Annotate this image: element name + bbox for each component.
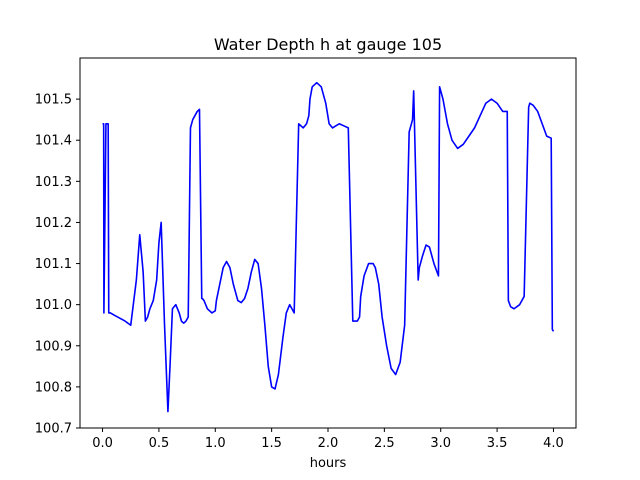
y-tick-label: 100.7 — [35, 422, 72, 437]
x-tick-label: 2.5 — [374, 436, 395, 451]
x-tick-label: 3.5 — [487, 436, 508, 451]
y-tick-label: 101.0 — [35, 298, 72, 313]
x-tick-label: 2.0 — [318, 436, 339, 451]
x-tick-label: 4.0 — [543, 436, 564, 451]
x-axis-label: hours — [310, 456, 347, 471]
x-tick-label: 1.5 — [261, 436, 282, 451]
y-axis: 100.7 100.8 100.9 101.0 101.1 101.2 101.3 101.4… — [35, 93, 80, 437]
chart-title: Water Depth h at gauge 105 — [214, 35, 442, 54]
y-tick-label: 101.2 — [35, 216, 72, 231]
y-tick-label: 101.1 — [35, 257, 72, 272]
y-tick-label: 100.9 — [35, 339, 72, 354]
x-tick-label: 3.0 — [430, 436, 451, 451]
x-tick-label: 0.5 — [149, 436, 170, 451]
y-tick-label: 101.5 — [35, 93, 72, 108]
plot-lines — [102, 81, 555, 413]
y-tick-label: 101.4 — [35, 134, 72, 149]
y-tick-label: 101.3 — [35, 175, 72, 190]
y-tick-label: 100.8 — [35, 380, 72, 395]
series-line-1 — [102, 81, 555, 413]
x-tick-label: 0.0 — [92, 436, 113, 451]
x-axis: 0.0 0.5 1.0 1.5 2.0 2.5 3.0 3.5 4.0 — [92, 428, 564, 451]
x-tick-label: 1.0 — [205, 436, 226, 451]
